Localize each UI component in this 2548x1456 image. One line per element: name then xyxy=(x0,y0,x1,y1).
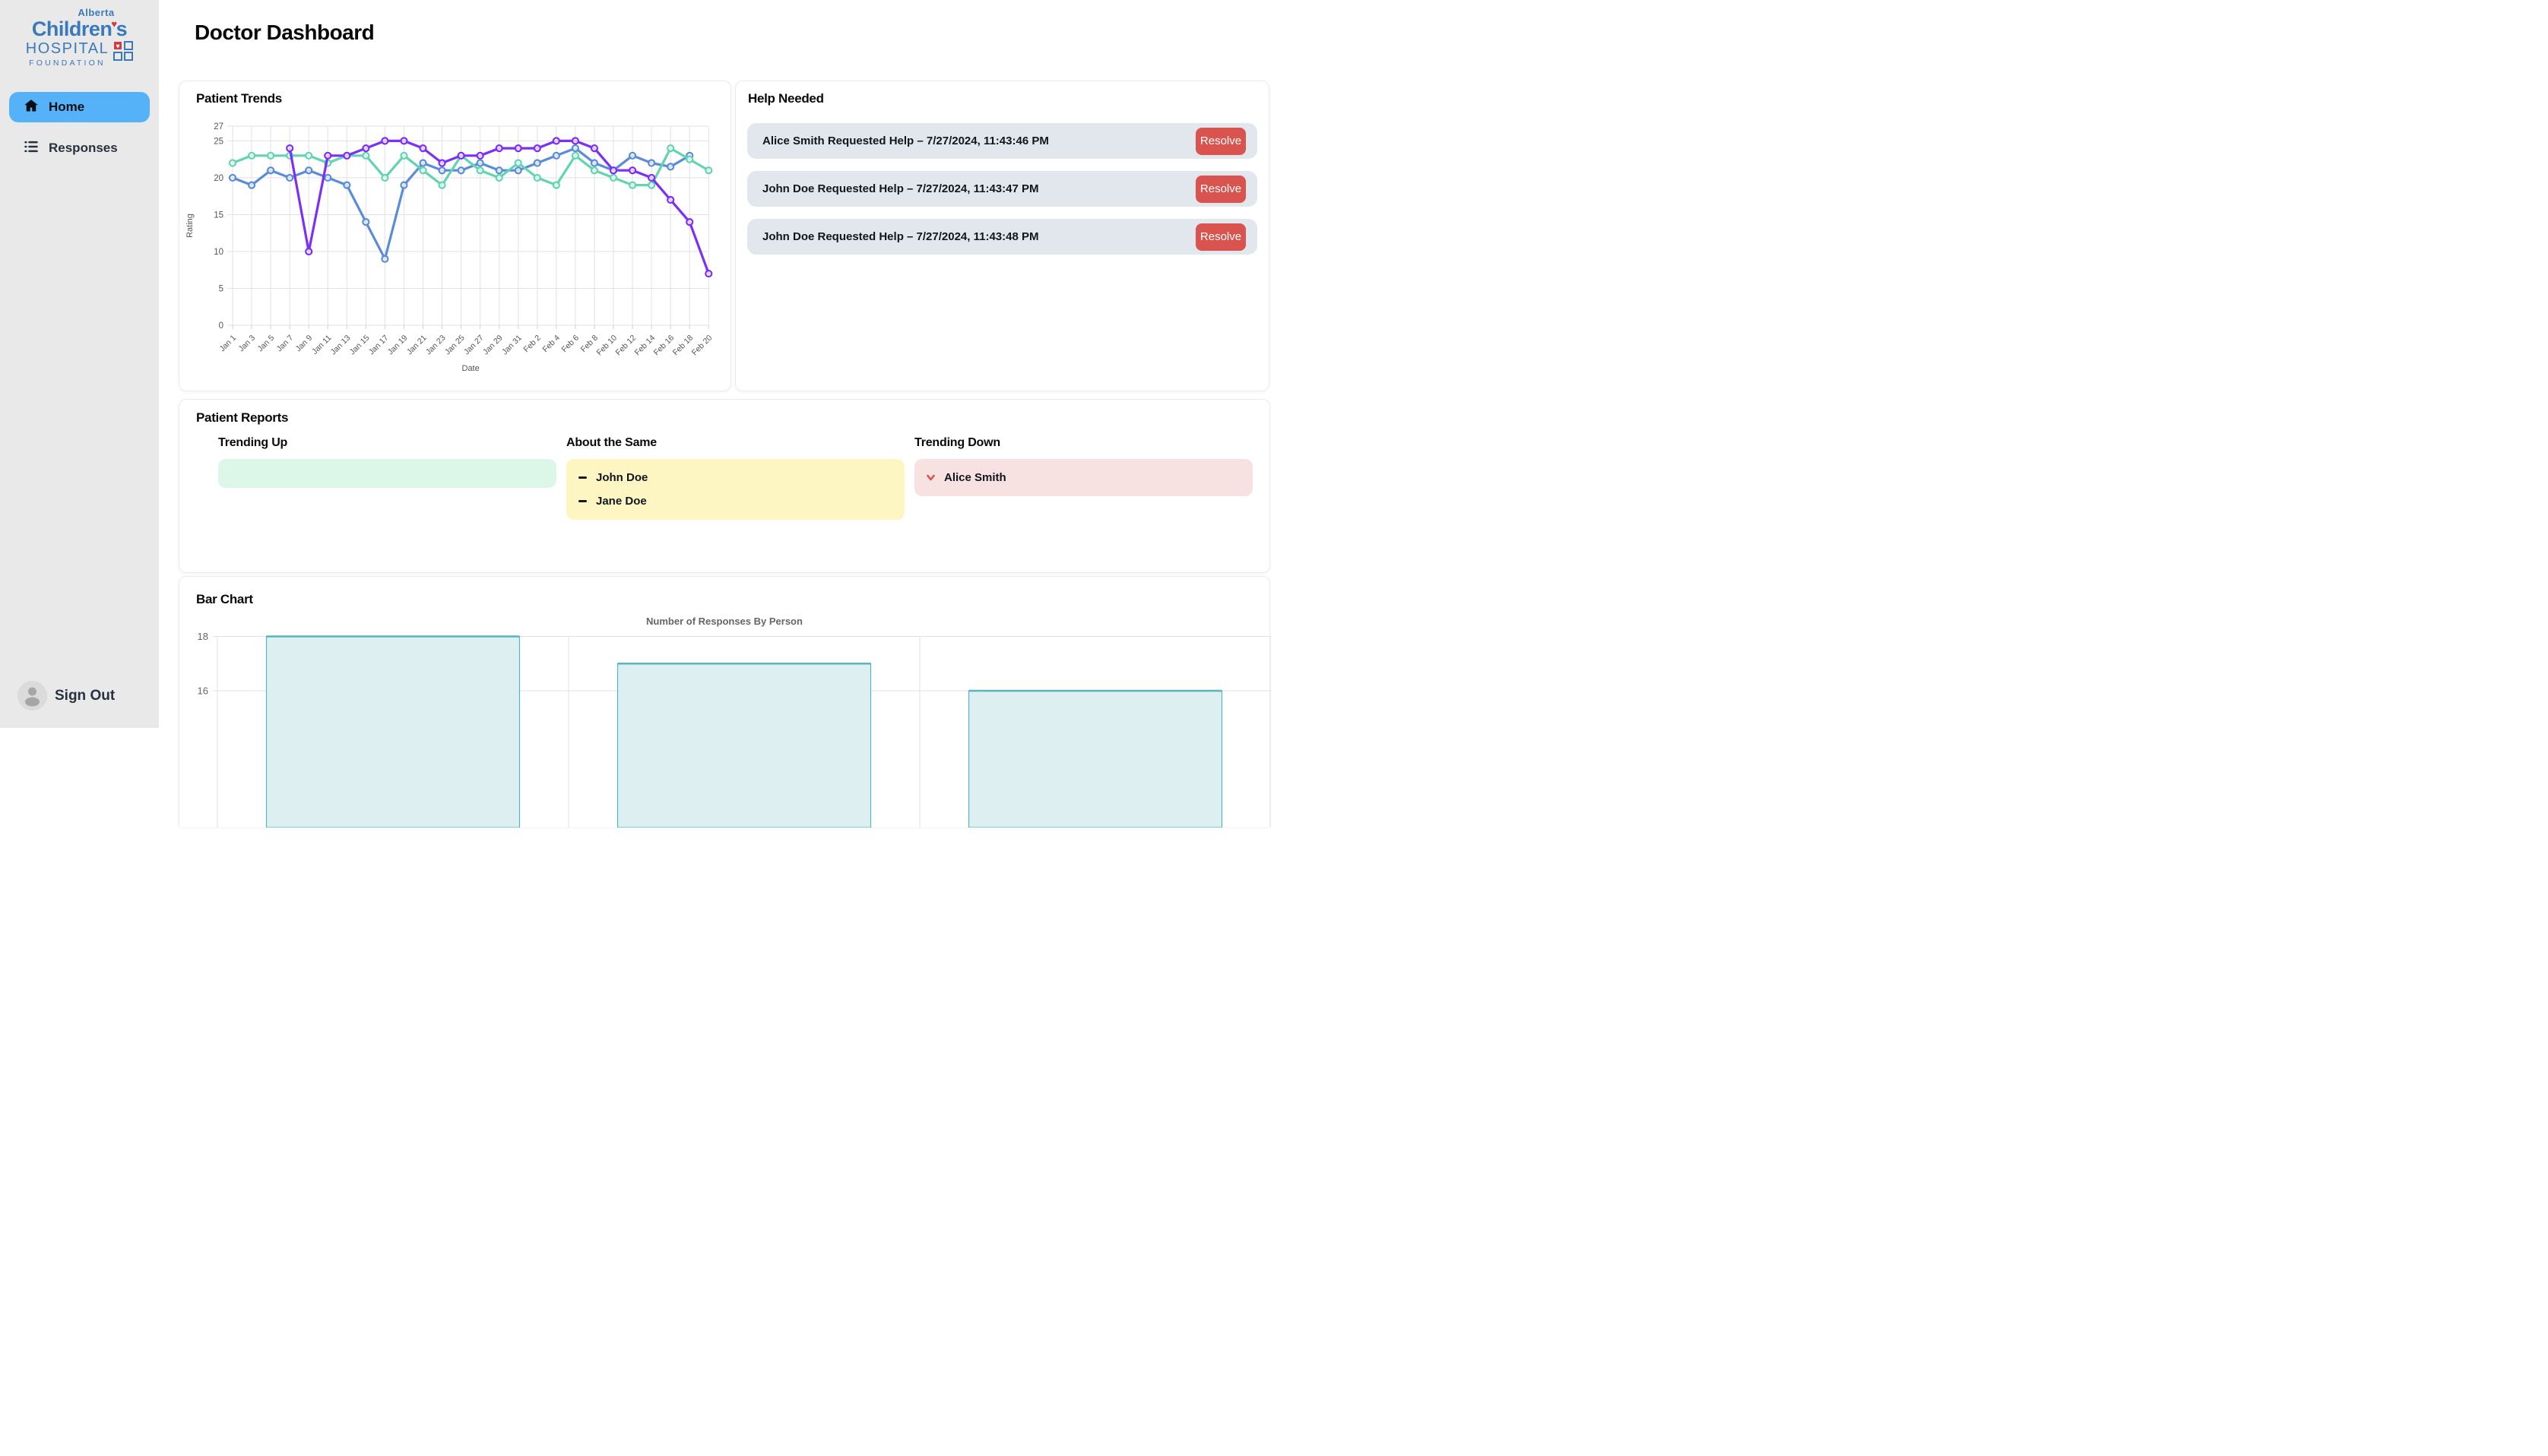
svg-text:25: 25 xyxy=(214,137,223,146)
dash-icon xyxy=(578,500,587,502)
svg-text:Jan 27: Jan 27 xyxy=(462,334,486,357)
svg-text:Feb 16: Feb 16 xyxy=(652,334,677,358)
svg-text:Jan 21: Jan 21 xyxy=(405,334,429,357)
sidebar-item-home[interactable]: Home xyxy=(9,92,150,122)
sidebar-item-responses[interactable]: Responses xyxy=(0,140,159,157)
help-request-row: Alice Smith Requested Help – 7/27/2024, … xyxy=(747,123,1257,159)
bar-chart-card: 18 16 Bar Chart Number of Responses By Pe… xyxy=(179,576,1271,828)
svg-text:Jan 3: Jan 3 xyxy=(237,334,258,354)
svg-text:Jan 23: Jan 23 xyxy=(424,334,448,357)
help-request-text: John Doe Requested Help – 7/27/2024, 11:… xyxy=(762,230,1039,243)
sidebar-item-label: Responses xyxy=(49,141,118,155)
trending-up-box xyxy=(218,459,556,488)
help-request-row: John Doe Requested Help – 7/27/2024, 11:… xyxy=(747,171,1257,207)
help-request-list: Alice Smith Requested Help – 7/27/2024, … xyxy=(747,123,1257,267)
column-title: Trending Up xyxy=(218,436,288,449)
patient-name: John Doe xyxy=(596,471,648,484)
patient-reports-heading: Patient Reports xyxy=(196,410,289,425)
svg-text:Jan 13: Jan 13 xyxy=(329,334,353,357)
resolve-button[interactable]: Resolve xyxy=(1196,127,1246,155)
svg-text:Jan 25: Jan 25 xyxy=(443,334,467,357)
svg-text:Rating: Rating xyxy=(185,214,195,238)
svg-text:Feb 14: Feb 14 xyxy=(633,334,658,358)
svg-text:Feb 6: Feb 6 xyxy=(560,334,582,355)
svg-text:♥: ♥ xyxy=(116,42,120,49)
resolve-button[interactable]: Resolve xyxy=(1196,223,1246,251)
svg-text:Date: Date xyxy=(462,364,480,373)
svg-text:Feb 20: Feb 20 xyxy=(690,334,715,358)
help-request-text: Alice Smith Requested Help – 7/27/2024, … xyxy=(762,135,1049,147)
sidebar-nav: Home Responses xyxy=(0,92,159,157)
bar-chart-title: Number of Responses By Person xyxy=(646,616,803,627)
svg-text:Jan 11: Jan 11 xyxy=(310,334,333,356)
about-same-box: John Doe Jane Doe xyxy=(566,459,905,520)
logo-childrens: Children♥s xyxy=(31,17,128,40)
svg-text:Jan 15: Jan 15 xyxy=(348,334,372,357)
patient-trends-card: 0 5 10 15 20 25 27 Jan 1 Jan 3 Jan 5 Jan 7 Jan 9 Jan… xyxy=(179,81,731,391)
sidebar: Alberta Children♥s HOSPITAL FOUNDATION ♥ xyxy=(0,0,159,728)
page-title: Doctor Dashboard xyxy=(195,21,375,44)
sidebar-item-label: Home xyxy=(49,100,85,114)
sign-out-label: Sign Out xyxy=(55,687,116,704)
svg-text:Feb 12: Feb 12 xyxy=(614,334,639,358)
svg-text:Feb 10: Feb 10 xyxy=(595,334,620,358)
svg-text:18: 18 xyxy=(198,631,208,642)
logo-grid-squares-icon: ♥ xyxy=(113,40,134,65)
patient-list-item: Jane Doe xyxy=(578,489,892,513)
patient-list-item: Alice Smith xyxy=(927,466,1241,489)
help-needed-card: Help Needed Alice Smith Requested Help –… xyxy=(735,81,1269,391)
svg-text:Jan 1: Jan 1 xyxy=(217,334,238,354)
hospital-foundation-logo: Alberta Children♥s HOSPITAL FOUNDATION ♥ xyxy=(0,0,159,68)
patient-list-item: John Doe xyxy=(578,466,892,489)
avatar xyxy=(17,681,47,711)
resolve-button[interactable]: Resolve xyxy=(1196,175,1246,203)
svg-text:Jan 17: Jan 17 xyxy=(367,334,391,357)
svg-text:Jan 29: Jan 29 xyxy=(481,334,505,357)
svg-text:15: 15 xyxy=(214,210,223,220)
report-column-trending-up: Trending Up xyxy=(218,436,556,520)
help-request-text: John Doe Requested Help – 7/27/2024, 11:… xyxy=(762,182,1039,195)
svg-text:Jan 5: Jan 5 xyxy=(256,334,277,354)
svg-text:27: 27 xyxy=(214,122,223,131)
svg-text:Jan 19: Jan 19 xyxy=(386,334,410,357)
report-column-about-same: About the Same John Doe Jane Doe xyxy=(566,436,905,520)
svg-text:Feb 18: Feb 18 xyxy=(671,334,696,358)
logo-hospital: HOSPITAL xyxy=(25,40,109,57)
column-title: About the Same xyxy=(566,436,657,449)
svg-text:20: 20 xyxy=(214,174,223,183)
patient-name: Jane Doe xyxy=(596,495,647,508)
logo-foundation: FOUNDATION xyxy=(29,58,106,68)
chevron-down-icon xyxy=(927,471,935,484)
logo-alberta: Alberta xyxy=(78,7,115,18)
dash-icon xyxy=(578,476,587,479)
svg-text:10: 10 xyxy=(214,248,223,257)
svg-text:0: 0 xyxy=(219,321,223,331)
svg-text:16: 16 xyxy=(198,685,208,697)
svg-text:Jan 31: Jan 31 xyxy=(500,334,524,357)
list-icon xyxy=(24,139,39,158)
home-icon xyxy=(24,98,39,117)
patient-trends-heading: Patient Trends xyxy=(196,91,282,106)
column-title: Trending Down xyxy=(914,436,1000,449)
svg-text:Feb 4: Feb 4 xyxy=(540,334,562,355)
svg-text:Jan 7: Jan 7 xyxy=(275,334,296,354)
svg-text:5: 5 xyxy=(219,284,223,293)
trending-down-box: Alice Smith xyxy=(914,459,1253,496)
patient-reports-card: Patient Reports Trending Up About the Sa… xyxy=(179,399,1270,573)
patient-name: Alice Smith xyxy=(944,471,1006,484)
help-needed-heading: Help Needed xyxy=(748,91,824,106)
sign-out-button[interactable]: Sign Out xyxy=(17,681,115,711)
svg-text:Feb 2: Feb 2 xyxy=(521,334,543,355)
help-request-row: John Doe Requested Help – 7/27/2024, 11:… xyxy=(747,219,1257,255)
report-column-trending-down: Trending Down Alice Smith xyxy=(914,436,1253,520)
bar-chart-heading: Bar Chart xyxy=(196,592,253,606)
